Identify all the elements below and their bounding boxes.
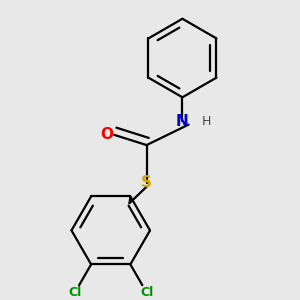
Text: O: O: [100, 127, 113, 142]
Text: N: N: [176, 114, 189, 129]
Text: Cl: Cl: [140, 286, 153, 299]
Text: S: S: [141, 175, 152, 190]
Text: H: H: [202, 115, 211, 128]
Text: Cl: Cl: [68, 286, 82, 299]
